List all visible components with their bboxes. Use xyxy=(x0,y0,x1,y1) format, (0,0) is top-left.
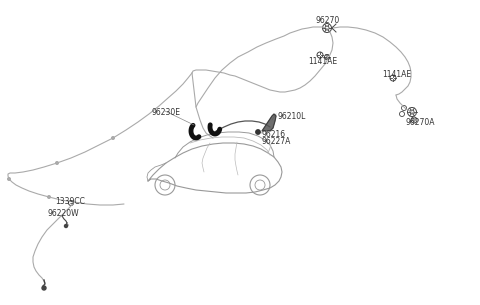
Text: 96216: 96216 xyxy=(261,130,285,139)
Text: 96270: 96270 xyxy=(315,16,339,25)
Text: 1141AE: 1141AE xyxy=(308,57,337,66)
Circle shape xyxy=(8,178,10,180)
Polygon shape xyxy=(262,114,276,131)
Text: 1339CC: 1339CC xyxy=(55,197,85,206)
Text: 96210L: 96210L xyxy=(277,112,305,121)
Circle shape xyxy=(112,137,114,139)
Circle shape xyxy=(56,162,58,164)
Text: 96230E: 96230E xyxy=(152,108,181,117)
Text: 96270A: 96270A xyxy=(405,118,434,127)
Circle shape xyxy=(48,196,50,198)
Text: 96220W: 96220W xyxy=(48,209,80,218)
Text: 96227A: 96227A xyxy=(261,137,290,146)
Circle shape xyxy=(42,286,46,290)
Text: 1141AE: 1141AE xyxy=(382,70,411,79)
Circle shape xyxy=(64,224,68,228)
Circle shape xyxy=(256,130,260,134)
